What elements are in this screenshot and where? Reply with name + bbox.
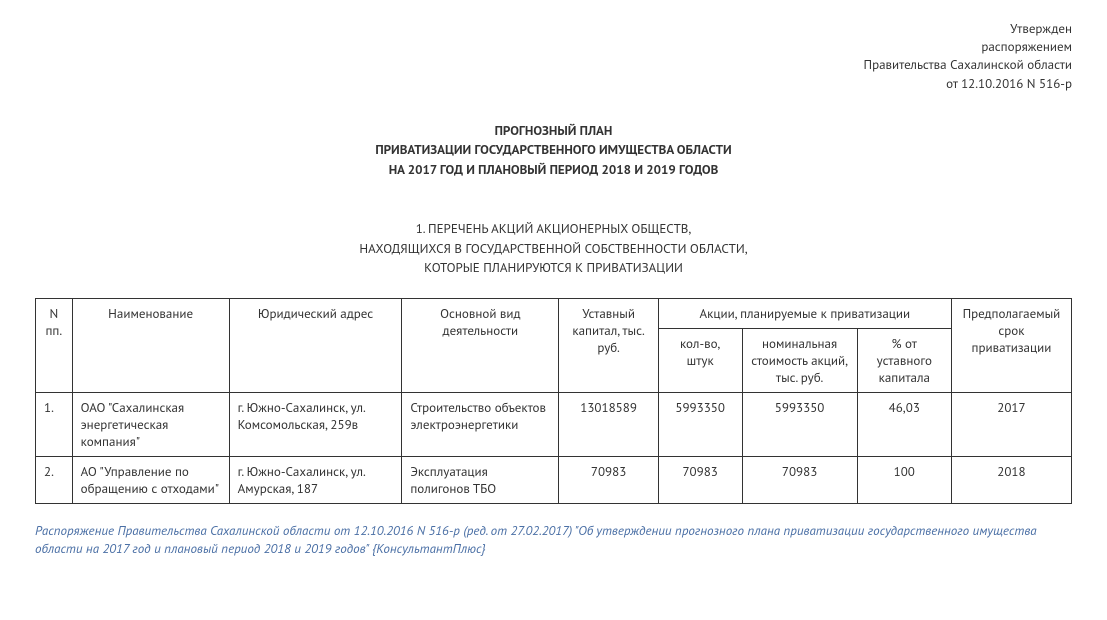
cell-capital: 70983 (559, 456, 658, 503)
cell-nominal: 5993350 (742, 392, 857, 456)
cell-name: АО "Управление по обращению с отходами" (72, 456, 229, 503)
header-shares-group: Акции, планируемые к приватизации (658, 298, 951, 328)
header-name: Наименование (72, 298, 229, 392)
cell-nominal: 70983 (742, 456, 857, 503)
header-capital: Уставный капитал, тыс. руб. (559, 298, 658, 392)
cell-percent: 100 (857, 456, 951, 503)
subtitle-line: 1. ПЕРЕЧЕНЬ АКЦИЙ АКЦИОНЕРНЫХ ОБЩЕСТВ, (35, 219, 1072, 239)
cell-name: ОАО "Сахалинская энергетическая компания… (72, 392, 229, 456)
subtitle-line: НАХОДЯЩИХСЯ В ГОСУДАРСТВЕННОЙ СОБСТВЕННО… (35, 239, 1072, 259)
cell-activity: Эксплуатация полигонов ТБО (402, 456, 559, 503)
cell-address: г. Южно-Сахалинск, ул. Амурская, 187 (229, 456, 402, 503)
cell-capital: 13018589 (559, 392, 658, 456)
header-num: N пп. (36, 298, 73, 392)
cell-year: 2017 (951, 392, 1071, 456)
title-line: ПРИВАТИЗАЦИИ ГОСУДАРСТВЕННОГО ИМУЩЕСТВА … (35, 140, 1072, 160)
cell-activity: Строительство объектов электроэнергетики (402, 392, 559, 456)
table-row: 1. ОАО "Сахалинская энергетическая компа… (36, 392, 1072, 456)
cell-year: 2018 (951, 456, 1071, 503)
cell-num: 2. (36, 456, 73, 503)
approval-line: от 12.10.2016 N 516-р (35, 75, 1072, 93)
section-subtitle: 1. ПЕРЕЧЕНЬ АКЦИЙ АКЦИОНЕРНЫХ ОБЩЕСТВ, Н… (35, 219, 1072, 278)
header-activity: Основной вид деятельности (402, 298, 559, 392)
header-quantity: кол-во, штук (658, 328, 742, 392)
cell-percent: 46,03 (857, 392, 951, 456)
header-percent: % от уставного капитала (857, 328, 951, 392)
cell-quantity: 5993350 (658, 392, 742, 456)
title-line: НА 2017 ГОД И ПЛАНОВЫЙ ПЕРИОД 2018 И 201… (35, 160, 1072, 180)
footer-citation: Распоряжение Правительства Сахалинской о… (35, 522, 1072, 558)
approval-block: Утвержден распоряжением Правительства Са… (35, 20, 1072, 93)
privatization-table: N пп. Наименование Юридический адрес Осн… (35, 298, 1072, 504)
approval-line: распоряжением (35, 38, 1072, 56)
cell-address: г. Южно-Сахалинск, ул. Комсомольская, 25… (229, 392, 402, 456)
table-row: 2. АО "Управление по обращению с отходам… (36, 456, 1072, 503)
table-header-row: N пп. Наименование Юридический адрес Осн… (36, 298, 1072, 328)
cell-num: 1. (36, 392, 73, 456)
subtitle-line: КОТОРЫЕ ПЛАНИРУЮТСЯ К ПРИВАТИЗАЦИИ (35, 258, 1072, 278)
document-title: ПРОГНОЗНЫЙ ПЛАН ПРИВАТИЗАЦИИ ГОСУДАРСТВЕ… (35, 121, 1072, 180)
title-line: ПРОГНОЗНЫЙ ПЛАН (35, 121, 1072, 141)
approval-line: Утвержден (35, 20, 1072, 38)
cell-quantity: 70983 (658, 456, 742, 503)
header-address: Юридический адрес (229, 298, 402, 392)
header-nominal: номинальная стоимость акций, тыс. руб. (742, 328, 857, 392)
header-year: Предполагаемый срок приватизации (951, 298, 1071, 392)
approval-line: Правительства Сахалинской области (35, 56, 1072, 74)
table-body: 1. ОАО "Сахалинская энергетическая компа… (36, 392, 1072, 503)
